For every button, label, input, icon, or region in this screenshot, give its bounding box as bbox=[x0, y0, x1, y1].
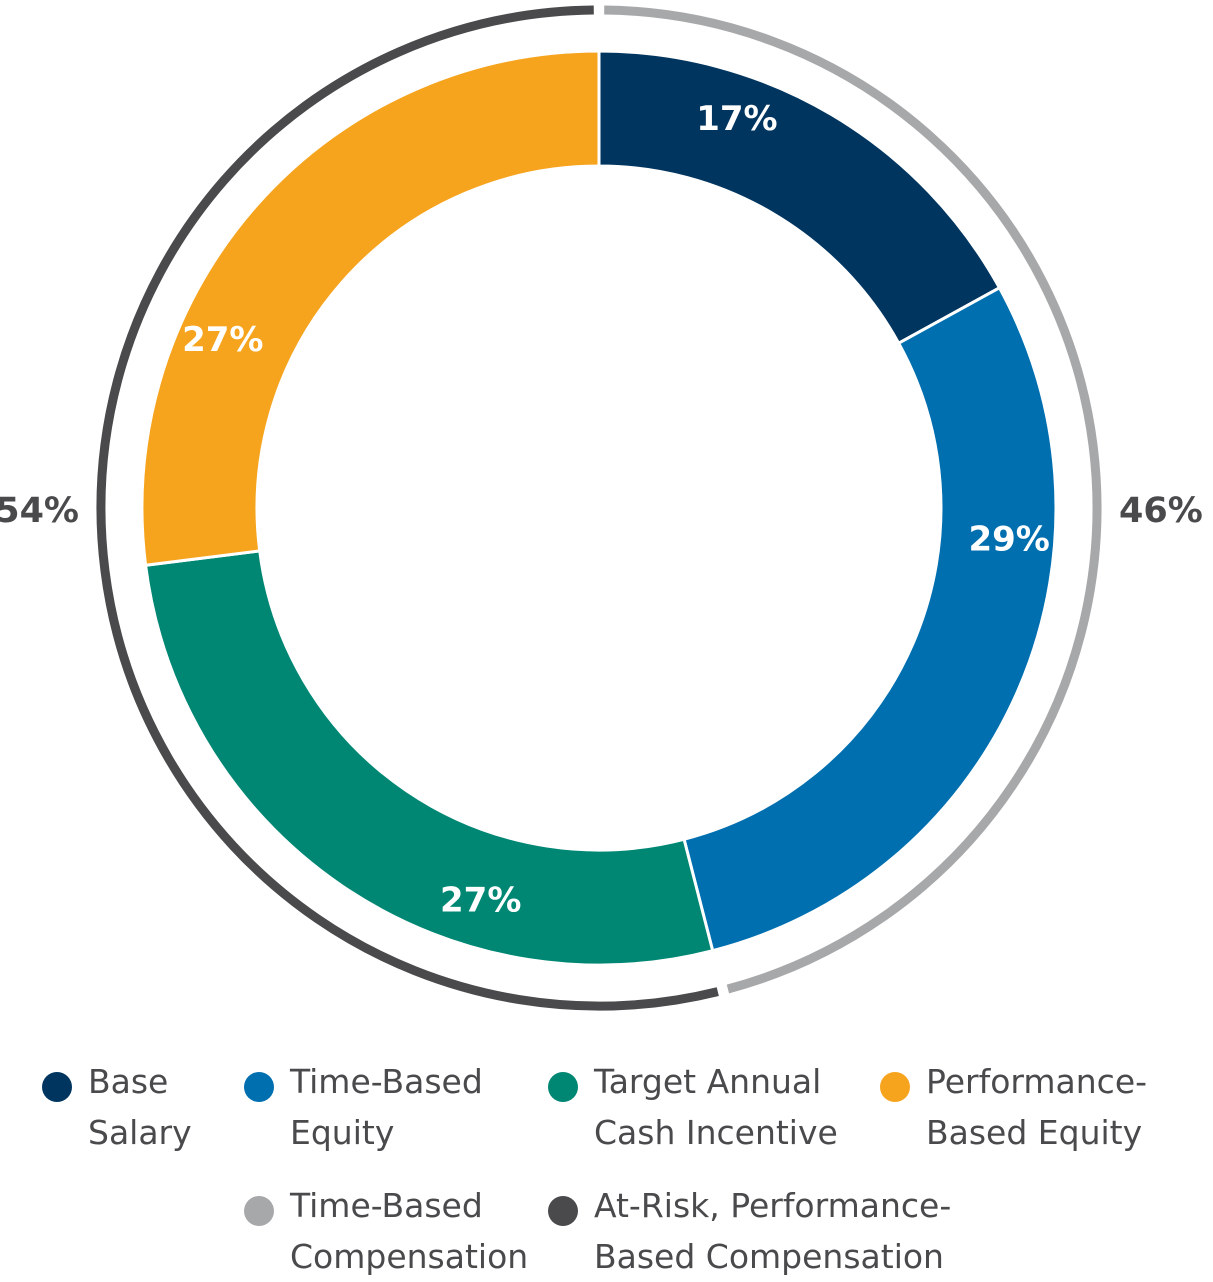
data-label-performance-based-equity: 27% bbox=[182, 320, 263, 360]
data-label-target-annual-cash-incentive: 27% bbox=[440, 881, 521, 921]
legend-dot-icon bbox=[244, 1072, 274, 1102]
legend-dot-icon bbox=[42, 1072, 72, 1102]
legend-label: Time-Based Equity bbox=[290, 1062, 483, 1152]
slice-target-annual-cash-incentive bbox=[143, 549, 715, 967]
legend-label: At-Risk, Performance- Based Compensation bbox=[594, 1186, 952, 1276]
outer-ring bbox=[96, 5, 1102, 1011]
legend-label: Time-Based Compensation bbox=[290, 1186, 529, 1276]
legend-dot-icon bbox=[548, 1196, 578, 1226]
legend-dot-icon bbox=[244, 1196, 274, 1226]
legend-item-base-salary: Base Salary bbox=[42, 1062, 192, 1158]
legend-label: Performance- Based Equity bbox=[926, 1062, 1148, 1152]
legend-dot-icon bbox=[880, 1072, 910, 1102]
outer-arc-time-based-compensation bbox=[604, 5, 1102, 994]
donut-chart: 17% 29% 27% 27% 46% 54% bbox=[0, 5, 1203, 1011]
inner-ring bbox=[140, 49, 1058, 967]
slice-performance-based-equity bbox=[140, 49, 601, 567]
outer-label-time-based-compensation: 46% bbox=[1119, 491, 1203, 531]
data-label-time-based-equity: 29% bbox=[968, 520, 1049, 560]
legend-item-target-annual-cash-incentive: Target Annual Cash Incentive bbox=[548, 1062, 838, 1158]
legend-item-performance-based-equity: Performance- Based Equity bbox=[880, 1062, 1147, 1158]
data-label-base-salary: 17% bbox=[696, 99, 777, 139]
legend-label: Base Salary bbox=[88, 1062, 192, 1152]
legend-label: Target Annual Cash Incentive bbox=[594, 1062, 838, 1152]
slice-base-salary bbox=[597, 49, 1002, 346]
legend-item-time-based-compensation: Time-Based Compensation bbox=[244, 1186, 528, 1282]
chart-labels: 17% 29% 27% 27% 46% 54% bbox=[0, 99, 1203, 921]
outer-arc-at-risk-performance-based-compensation bbox=[96, 5, 719, 1011]
legend-item-time-based-equity: Time-Based Equity bbox=[244, 1062, 483, 1158]
legend-dot-icon bbox=[548, 1072, 578, 1102]
legend-item-at-risk-performance-based-compensation: At-Risk, Performance- Based Compensation bbox=[548, 1186, 951, 1282]
outer-label-at-risk-performance-based-compensation: 54% bbox=[0, 491, 79, 531]
slice-time-based-equity bbox=[682, 285, 1058, 953]
